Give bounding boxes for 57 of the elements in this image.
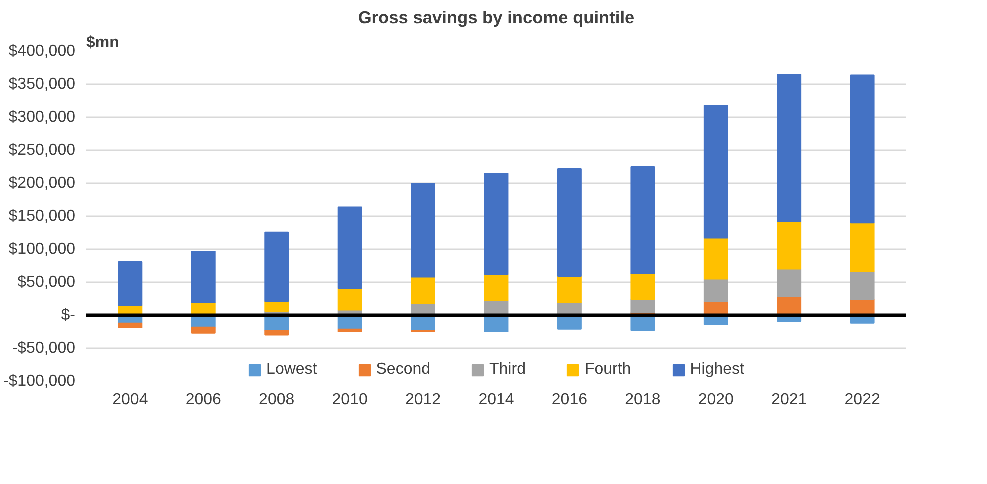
bar xyxy=(118,262,143,306)
x-tick-label: 2006 xyxy=(186,392,222,408)
bar xyxy=(558,276,582,304)
legend-label: Third xyxy=(490,361,526,379)
legend-label: Fourth xyxy=(584,361,632,379)
y-tick-label: -$50,000 xyxy=(12,340,76,357)
bar xyxy=(704,238,728,280)
x-tick-label: 2010 xyxy=(332,392,368,408)
bar xyxy=(704,105,728,239)
bar xyxy=(630,273,656,300)
y-tick-label: -$100,000 xyxy=(3,373,76,390)
bar xyxy=(338,328,362,332)
bar xyxy=(850,222,875,272)
bar xyxy=(338,288,362,311)
x-tick-label: 2004 xyxy=(112,392,148,408)
bar xyxy=(484,274,509,302)
bar xyxy=(850,271,875,300)
x-tick-label: 2014 xyxy=(478,392,514,408)
x-tick-label: 2012 xyxy=(405,392,442,408)
legend-label: Lowest xyxy=(266,361,318,379)
bar xyxy=(411,276,436,304)
y-tick-label: $300,000 xyxy=(8,109,76,126)
bar xyxy=(264,232,290,302)
bar xyxy=(264,301,290,312)
y-axis-title: $mn xyxy=(86,34,120,52)
x-tick-label: 2022 xyxy=(844,392,880,408)
bar xyxy=(118,322,143,329)
bar xyxy=(558,168,582,278)
bar xyxy=(191,250,216,304)
x-tick-label: 2008 xyxy=(259,392,295,408)
y-tick-label: $250,000 xyxy=(8,142,76,159)
bar xyxy=(630,166,656,274)
legend-label: Highest xyxy=(690,361,744,379)
bar xyxy=(630,299,656,314)
y-tick-label: $100,000 xyxy=(8,241,76,258)
chart-title: Gross savings by income quintile xyxy=(358,8,636,28)
y-tick-label: $200,000 xyxy=(8,175,76,192)
bar xyxy=(484,173,509,276)
y-tick-label: $350,000 xyxy=(8,76,76,93)
legend-label: Second xyxy=(376,361,431,379)
y-tick-label: $- xyxy=(61,307,76,324)
bar xyxy=(264,330,290,336)
bar xyxy=(777,221,802,270)
bar xyxy=(777,74,802,222)
y-tick-label: $50,000 xyxy=(18,274,76,291)
y-tick-label: $150,000 xyxy=(8,208,76,225)
bar xyxy=(338,206,362,289)
x-tick-label: 2018 xyxy=(625,392,661,408)
bar xyxy=(777,268,802,298)
bar xyxy=(850,74,875,224)
bar xyxy=(411,183,436,278)
bar xyxy=(704,278,728,302)
x-tick-label: 2020 xyxy=(698,392,734,408)
bar xyxy=(191,326,216,334)
x-tick-label: 2021 xyxy=(772,392,808,408)
y-tick-label: $400,000 xyxy=(8,43,76,60)
x-tick-label: 2016 xyxy=(552,392,588,408)
